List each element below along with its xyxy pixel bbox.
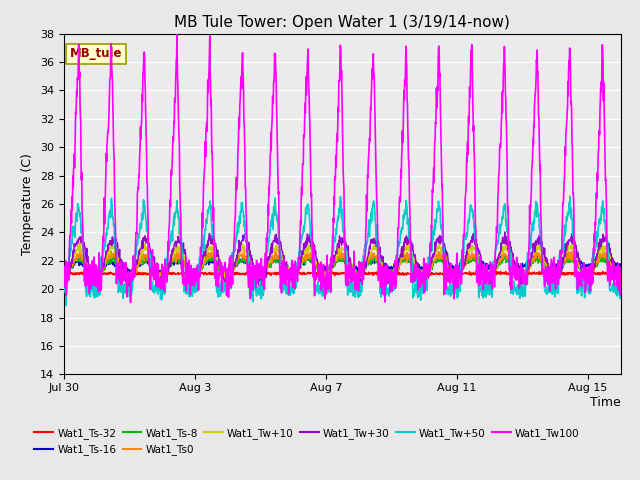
Text: MB_tule: MB_tule bbox=[70, 47, 122, 60]
Title: MB Tule Tower: Open Water 1 (3/19/14-now): MB Tule Tower: Open Water 1 (3/19/14-now… bbox=[175, 15, 510, 30]
X-axis label: Time: Time bbox=[590, 396, 621, 409]
Y-axis label: Temperature (C): Temperature (C) bbox=[22, 153, 35, 255]
Legend: Wat1_Ts-32, Wat1_Ts-16, Wat1_Ts-8, Wat1_Ts0, Wat1_Tw+10, Wat1_Tw+30, Wat1_Tw+50,: Wat1_Ts-32, Wat1_Ts-16, Wat1_Ts-8, Wat1_… bbox=[30, 424, 584, 459]
